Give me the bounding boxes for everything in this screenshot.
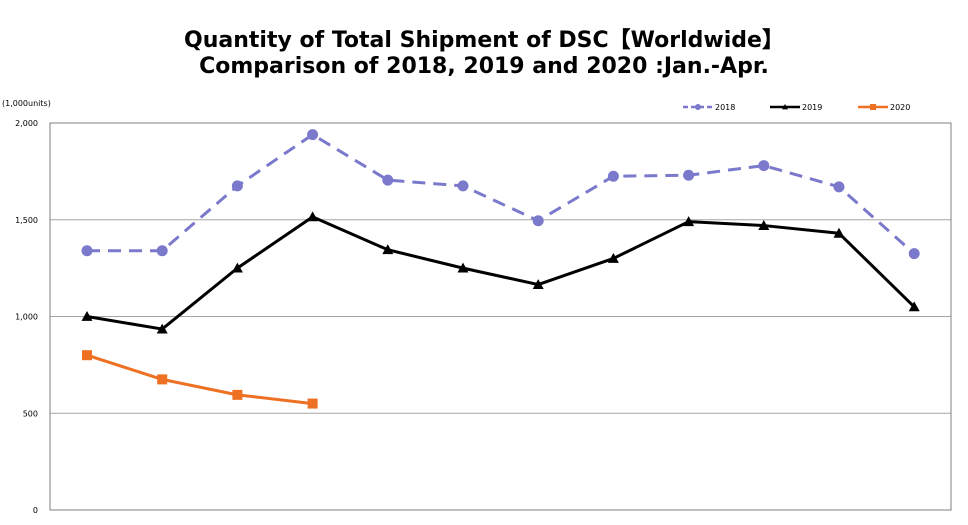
y-tick-label: 1,500 bbox=[15, 216, 38, 225]
data-point bbox=[607, 170, 619, 182]
y-tick-label: 1,000 bbox=[15, 313, 38, 322]
data-point bbox=[758, 220, 770, 230]
data-point bbox=[307, 211, 319, 222]
series-line bbox=[86, 215, 916, 331]
data-point bbox=[382, 244, 394, 255]
data-point bbox=[156, 245, 168, 257]
series-2020 bbox=[82, 350, 318, 409]
chart-title-line-2: Comparison of 2018, 2019 and 2020 :Jan.-… bbox=[199, 54, 769, 79]
data-point bbox=[231, 262, 243, 273]
data-point bbox=[908, 301, 920, 312]
data-point bbox=[81, 311, 93, 321]
data-point bbox=[457, 262, 469, 273]
data-point bbox=[231, 180, 243, 192]
legend: 2018 2019 2020 bbox=[683, 103, 910, 112]
data-point bbox=[833, 181, 845, 193]
data-point bbox=[695, 104, 701, 110]
legend-label: 2020 bbox=[890, 103, 910, 112]
data-point bbox=[607, 252, 619, 263]
data-point bbox=[758, 160, 770, 172]
y-axis-unit-label: (1,000units) bbox=[2, 99, 51, 108]
series-2019 bbox=[81, 211, 920, 334]
data-point bbox=[908, 248, 920, 260]
chart-title-line-1: Quantity of Total Shipment of DSC【Worldw… bbox=[184, 28, 784, 53]
data-point bbox=[870, 104, 876, 110]
data-point bbox=[782, 104, 788, 110]
series-2018 bbox=[81, 129, 920, 260]
y-axis-ticks: 0 500 1,000 1,500 2,000 bbox=[15, 119, 38, 515]
legend-item: 2019 bbox=[770, 103, 822, 112]
data-point bbox=[157, 374, 168, 385]
grid-lines bbox=[50, 219, 951, 414]
data-point bbox=[81, 245, 93, 257]
data-point bbox=[833, 227, 845, 238]
y-tick-label: 2,000 bbox=[15, 119, 38, 128]
plot-area-border bbox=[49, 122, 952, 511]
data-point bbox=[307, 129, 319, 141]
legend-label: 2018 bbox=[715, 103, 735, 112]
data-point bbox=[683, 169, 695, 181]
data-point bbox=[382, 174, 394, 186]
legend-item: 2020 bbox=[858, 103, 910, 112]
data-point bbox=[307, 398, 318, 409]
data-point bbox=[82, 350, 92, 361]
data-point bbox=[683, 216, 695, 227]
data-point bbox=[532, 279, 544, 289]
data-point bbox=[156, 323, 168, 334]
legend-label: 2019 bbox=[802, 103, 822, 112]
data-point bbox=[232, 389, 243, 400]
data-point bbox=[457, 180, 469, 192]
series-group bbox=[81, 129, 920, 409]
series-line bbox=[86, 353, 313, 406]
series-line bbox=[87, 133, 916, 255]
data-point bbox=[532, 215, 544, 227]
y-tick-label: 0 bbox=[33, 506, 38, 515]
y-tick-label: 500 bbox=[23, 409, 38, 418]
legend-item: 2018 bbox=[683, 103, 735, 112]
